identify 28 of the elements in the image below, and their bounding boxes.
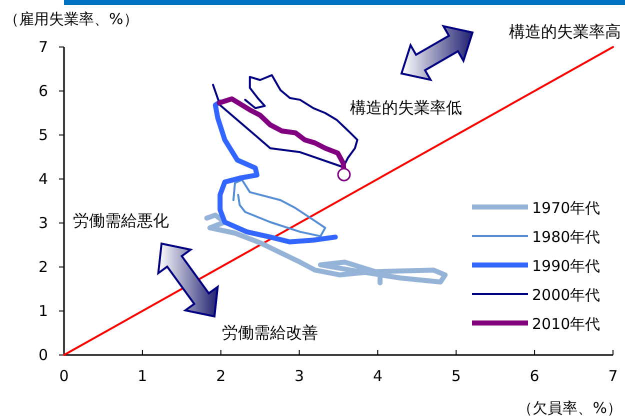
x-tick-label: 1 [138,367,148,385]
legend-label: 1990年代 [532,257,600,275]
y-tick-label: 1 [38,302,48,320]
legend-label: 2010年代 [532,315,600,333]
text: 構造的失業率高 [509,22,621,41]
line-series [232,178,326,238]
y-tick-label: 5 [38,126,48,144]
x-tick-label: 3 [294,367,304,385]
legend-label: 1980年代 [532,228,600,246]
y-tick-label: 4 [38,170,48,188]
x-tick-label: 7 [608,367,618,385]
legend-label: 1970年代 [532,199,600,217]
y-tick-label: 6 [38,82,48,100]
x-tick-label: 4 [372,367,382,385]
x-tick-label: 2 [216,367,226,385]
x-tick-label: 0 [59,367,69,385]
x-tick-label: 5 [451,367,461,385]
y-tick-label: 3 [38,214,48,232]
annotation: 構造的失業率低 [350,98,462,117]
annotation: 労働需給悪化 [73,211,169,230]
y-tick-label: 0 [38,346,48,364]
y-axis-title: （雇用失業率、%） [4,10,138,28]
x-tick-label: 6 [530,367,540,385]
y-tick-label: 7 [38,38,48,56]
legend-label: 2000年代 [532,286,600,304]
y-tick-label: 2 [38,258,48,276]
x-axis-title: （欠員率、%） [518,399,622,417]
annotation: 労働需給改善 [222,323,318,342]
